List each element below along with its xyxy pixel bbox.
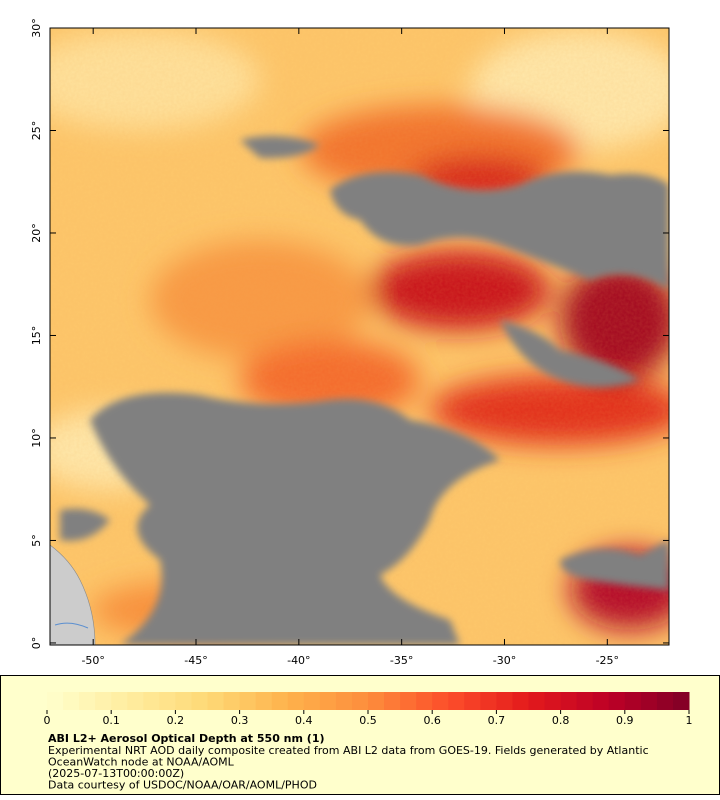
- colorbar-cell: [512, 692, 529, 710]
- y-tick-label: 15°: [30, 326, 43, 346]
- y-tick-label: 25°: [30, 121, 43, 141]
- colorbar-tick-label: 0.2: [167, 714, 185, 727]
- colorbar-cell: [608, 692, 626, 710]
- colorbar-tick-label: 0.8: [552, 714, 570, 727]
- colorbar-cell: [432, 692, 449, 710]
- colorbar-cell: [480, 692, 497, 710]
- colorbar-cell: [400, 692, 417, 710]
- colorbar-cell: [576, 692, 594, 710]
- colorbar-cell: [47, 692, 64, 710]
- y-tick-label: 5°: [30, 534, 43, 547]
- map-frame: [49, 27, 670, 646]
- colorbar-tick-label: 0.5: [359, 714, 377, 727]
- colorbar-cell: [496, 692, 513, 710]
- y-tick-label: 30°: [30, 18, 43, 38]
- colorbar-cell: [656, 692, 674, 710]
- x-tick-label: -30°: [493, 654, 516, 667]
- colorbar-cell: [464, 692, 481, 710]
- x-tick-label: -40°: [287, 654, 310, 667]
- colorbar-cell: [111, 692, 128, 710]
- colorbar-cell: [127, 692, 144, 710]
- colorbar-cell: [207, 692, 225, 710]
- caption-line: Experimental NRT AOD daily composite cre…: [48, 744, 649, 757]
- colorbar-cell: [303, 692, 321, 710]
- colorbar-cell: [143, 692, 160, 710]
- colorbar-cell: [624, 692, 642, 710]
- colorbar-cell: [416, 692, 433, 710]
- x-tick-label: -45°: [184, 654, 207, 667]
- x-tick-label: -25°: [596, 654, 619, 667]
- colorbar-cell: [255, 692, 273, 710]
- colorbar-cell: [384, 692, 401, 710]
- x-tick-label: -50°: [81, 654, 104, 667]
- colorbar-tick-label: 1: [686, 714, 693, 727]
- colorbar-cell: [159, 692, 176, 710]
- y-tick-label: 0°: [30, 637, 43, 650]
- y-tick-label: 20°: [30, 223, 43, 243]
- colorbar-cell: [368, 692, 385, 710]
- colorbar-tick-label: 0.7: [488, 714, 506, 727]
- colorbar-tick-label: 0.6: [423, 714, 441, 727]
- caption-line: (2025-07-13T00:00:00Z): [48, 767, 184, 780]
- colorbar-tick-label: 0: [44, 714, 51, 727]
- colorbar-cell: [560, 692, 578, 710]
- caption-line: OceanWatch node at NOAA/AOML: [48, 756, 235, 769]
- caption-title: ABI L2+ Aerosol Optical Depth at 550 nm …: [48, 732, 325, 745]
- colorbar-cell: [79, 692, 96, 710]
- y-tick-label: 10°: [30, 428, 43, 448]
- x-tick-label: -35°: [390, 654, 413, 667]
- colorbar-cell: [95, 692, 112, 710]
- map-image: [50, 28, 669, 645]
- colorbar-cell: [640, 692, 658, 710]
- colorbar-tick-label: 0.3: [231, 714, 249, 727]
- colorbar-cell: [335, 692, 353, 710]
- colorbar-cell: [287, 692, 305, 710]
- colorbar-tick-label: 0.4: [295, 714, 313, 727]
- colorbar-tick-label: 0.1: [102, 714, 120, 727]
- colorbar-cell: [528, 692, 546, 710]
- colorbar-cell: [191, 692, 208, 710]
- colorbar-cell: [592, 692, 610, 710]
- colorbar-cell: [672, 692, 690, 710]
- colorbar-cell: [63, 692, 80, 710]
- colorbar-cell: [351, 692, 369, 710]
- colorbar-cell: [448, 692, 465, 710]
- colorbar-cell: [239, 692, 257, 710]
- caption-line: Data courtesy of USDOC/NOAA/OAR/AOML/PHO…: [48, 779, 317, 792]
- colorbar-cell: [544, 692, 562, 710]
- colorbar-cell: [271, 692, 289, 710]
- colorbar-cell: [223, 692, 241, 710]
- colorbar-cell: [319, 692, 337, 710]
- colorbar-tick-label: 0.9: [616, 714, 634, 727]
- colorbar-cell: [175, 692, 192, 710]
